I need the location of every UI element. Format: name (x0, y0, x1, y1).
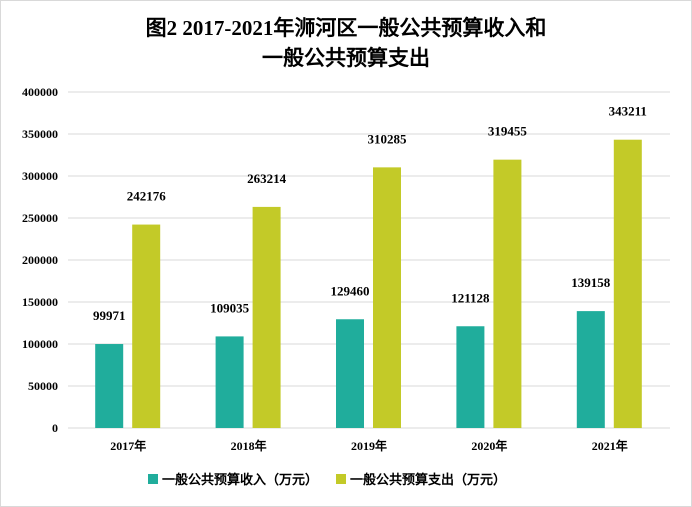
bar-revenue (576, 311, 605, 428)
y-tick-label: 250000 (22, 211, 58, 225)
chart-title-line2: 一般公共预算支出 (262, 46, 430, 70)
y-tick-label: 100000 (22, 337, 58, 351)
bar-revenue (456, 326, 485, 428)
legend-label: 一般公共预算收入（万元） (162, 472, 318, 487)
y-tick-label: 0 (52, 421, 58, 435)
data-label: 99971 (93, 308, 126, 323)
y-tick-label: 50000 (28, 379, 58, 393)
y-tick-label: 150000 (22, 295, 58, 309)
x-tick-label: 2017年 (110, 438, 146, 453)
bar-expenditure (132, 224, 161, 428)
x-tick-label: 2021年 (592, 438, 628, 453)
y-tick-label: 350000 (22, 127, 58, 141)
y-tick-label: 300000 (22, 169, 58, 183)
x-tick-label: 2020年 (471, 438, 507, 453)
bar-expenditure (373, 167, 401, 428)
legend-label: 一般公共预算支出（万元） (350, 472, 506, 487)
data-label: 319455 (488, 124, 528, 139)
bar-expenditure (613, 139, 642, 428)
legend-swatch (148, 474, 158, 484)
bar-revenue (215, 336, 244, 428)
data-label: 343211 (609, 104, 647, 119)
data-label: 310285 (368, 131, 408, 146)
y-tick-label: 200000 (22, 253, 58, 267)
data-label: 129460 (331, 283, 370, 298)
data-label: 263214 (247, 171, 287, 186)
bar-expenditure (252, 206, 281, 428)
data-label: 242176 (127, 189, 167, 204)
chart-title-line1: 图2 2017-2021年浉河区一般公共预算收入和 (145, 16, 547, 40)
x-tick-label: 2018年 (231, 438, 267, 453)
legend-swatch (336, 474, 346, 484)
x-tick-label: 2019年 (351, 438, 387, 453)
data-label: 109035 (210, 300, 250, 315)
bar-expenditure (493, 159, 522, 428)
bar-revenue (336, 319, 364, 428)
bar-revenue (95, 344, 124, 428)
data-label: 139158 (571, 275, 611, 290)
data-label: 121128 (451, 290, 490, 305)
y-tick-label: 400000 (22, 85, 58, 99)
